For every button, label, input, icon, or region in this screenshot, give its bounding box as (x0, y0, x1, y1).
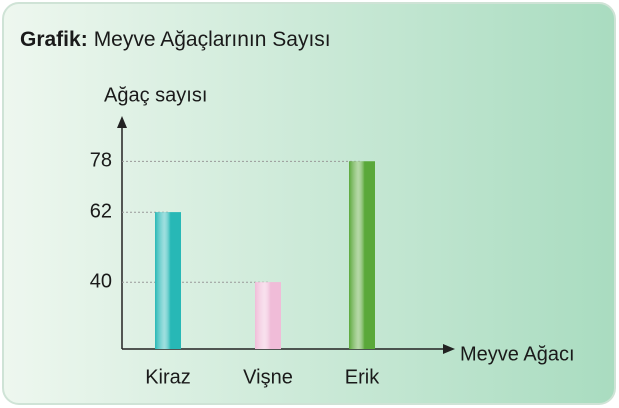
y-axis-label: Ağaç sayısı (104, 84, 207, 106)
bar-shine (349, 161, 375, 349)
x-tick-label: Kiraz (145, 366, 191, 388)
y-tick-label: 40 (90, 270, 112, 292)
x-axis-label: Meyve Ağacı (460, 343, 575, 365)
y-tick-label: 62 (90, 201, 112, 223)
x-tick-label: Vişne (243, 366, 293, 388)
x-tick-label: Erik (345, 366, 380, 388)
bar-shine (155, 212, 181, 349)
title-text: Meyve Ağaçlarının Sayısı (94, 28, 331, 51)
title-label: Grafik: (20, 28, 88, 51)
chart-title: Grafik: Meyve Ağaçlarının Sayısı (20, 28, 331, 51)
bar-shine (255, 282, 281, 349)
y-axis-arrow (117, 116, 127, 128)
y-tick-label: 78 (90, 150, 112, 172)
x-axis-arrow (443, 344, 455, 354)
